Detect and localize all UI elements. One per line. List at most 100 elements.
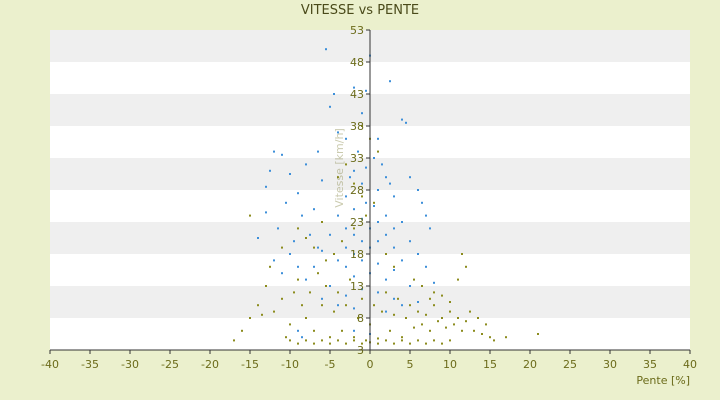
data-point-series-2 bbox=[249, 214, 251, 217]
data-point-series-2 bbox=[453, 323, 455, 326]
data-point-series-2 bbox=[337, 291, 339, 294]
data-point-series-2 bbox=[373, 201, 375, 204]
data-point-series-2 bbox=[417, 339, 419, 342]
data-point-series-2 bbox=[333, 253, 335, 255]
data-point-series-1 bbox=[401, 259, 403, 262]
data-point-series-2 bbox=[489, 336, 491, 339]
data-point-series-1 bbox=[325, 48, 327, 51]
data-point-series-2 bbox=[269, 265, 271, 268]
data-point-series-1 bbox=[353, 329, 355, 332]
data-point-series-2 bbox=[401, 339, 403, 342]
data-point-series-2 bbox=[361, 297, 363, 300]
data-point-series-1 bbox=[425, 265, 427, 268]
y-tick-label: 53 bbox=[350, 24, 364, 37]
data-point-series-2 bbox=[433, 304, 435, 307]
data-point-series-2 bbox=[449, 301, 451, 303]
data-point-series-1 bbox=[353, 169, 355, 172]
data-point-series-1 bbox=[353, 275, 355, 278]
data-point-series-2 bbox=[449, 310, 451, 313]
y-tick-label: 13 bbox=[350, 280, 364, 293]
data-point-series-2 bbox=[457, 317, 459, 319]
y-tick-label: 3 bbox=[357, 344, 364, 357]
data-point-series-1 bbox=[345, 137, 347, 140]
data-point-series-2 bbox=[317, 272, 319, 275]
y-tick-label: 38 bbox=[350, 120, 364, 133]
chart-title: VITESSE vs PENTE bbox=[301, 3, 419, 18]
data-point-series-2 bbox=[393, 342, 395, 345]
data-point-series-1 bbox=[429, 227, 431, 230]
data-point-series-2 bbox=[293, 291, 295, 294]
data-point-series-2 bbox=[449, 339, 451, 342]
data-point-series-2 bbox=[297, 227, 299, 230]
data-point-series-2 bbox=[285, 336, 287, 339]
data-point-series-1 bbox=[289, 253, 291, 255]
data-point-series-1 bbox=[385, 278, 387, 281]
data-point-series-1 bbox=[337, 304, 339, 307]
data-point-series-1 bbox=[349, 176, 351, 179]
data-point-series-1 bbox=[273, 259, 275, 262]
data-point-series-2 bbox=[465, 265, 467, 268]
data-point-series-2 bbox=[473, 329, 475, 332]
data-point-series-1 bbox=[317, 150, 319, 153]
data-point-series-1 bbox=[273, 150, 275, 153]
data-point-series-1 bbox=[353, 86, 355, 89]
data-point-series-2 bbox=[409, 304, 411, 307]
data-point-series-1 bbox=[321, 179, 323, 182]
data-point-series-2 bbox=[249, 317, 251, 319]
data-point-series-1 bbox=[433, 281, 435, 284]
data-point-series-1 bbox=[385, 310, 387, 313]
data-point-series-2 bbox=[305, 237, 307, 239]
data-point-series-1 bbox=[409, 285, 411, 287]
data-point-series-2 bbox=[465, 320, 467, 323]
y-tick-label: 8 bbox=[357, 312, 364, 325]
data-point-series-1 bbox=[377, 240, 379, 243]
data-point-series-2 bbox=[429, 297, 431, 300]
x-tick-label: -5 bbox=[325, 358, 336, 371]
data-point-series-1 bbox=[393, 246, 395, 249]
data-point-series-2 bbox=[325, 259, 327, 262]
data-point-series-2 bbox=[305, 317, 307, 319]
data-point-series-1 bbox=[365, 201, 367, 204]
data-point-series-1 bbox=[293, 240, 295, 243]
data-point-series-1 bbox=[381, 163, 383, 166]
data-point-series-1 bbox=[385, 214, 387, 217]
x-tick-label: -20 bbox=[201, 358, 219, 371]
data-point-series-2 bbox=[397, 297, 399, 300]
data-point-series-1 bbox=[401, 304, 403, 307]
x-tick-label: 0 bbox=[367, 358, 374, 371]
data-point-series-1 bbox=[285, 201, 287, 204]
data-point-series-2 bbox=[365, 339, 367, 342]
data-point-series-2 bbox=[481, 333, 483, 335]
data-point-series-2 bbox=[345, 163, 347, 166]
data-point-series-1 bbox=[425, 214, 427, 217]
data-point-series-1 bbox=[389, 182, 391, 185]
data-point-series-1 bbox=[417, 189, 419, 191]
y-tick-label: 33 bbox=[350, 152, 364, 165]
data-point-series-1 bbox=[365, 89, 367, 92]
data-point-series-1 bbox=[345, 265, 347, 268]
data-point-series-1 bbox=[309, 233, 311, 236]
data-point-series-2 bbox=[309, 291, 311, 294]
data-point-series-2 bbox=[365, 214, 367, 217]
x-tick-label: -25 bbox=[161, 358, 179, 371]
data-point-series-1 bbox=[265, 211, 267, 214]
data-point-series-1 bbox=[373, 157, 375, 159]
data-point-series-2 bbox=[441, 317, 443, 319]
data-point-series-2 bbox=[429, 329, 431, 332]
data-point-series-1 bbox=[393, 195, 395, 198]
data-point-series-1 bbox=[401, 118, 403, 121]
data-point-series-2 bbox=[361, 342, 363, 345]
data-point-series-2 bbox=[493, 339, 495, 342]
data-point-series-1 bbox=[353, 307, 355, 310]
data-point-series-2 bbox=[417, 310, 419, 313]
data-point-series-1 bbox=[361, 217, 363, 220]
data-point-series-1 bbox=[353, 233, 355, 236]
data-point-series-1 bbox=[417, 253, 419, 255]
x-tick-label: -35 bbox=[81, 358, 99, 371]
data-point-series-2 bbox=[313, 329, 315, 332]
data-point-series-1 bbox=[417, 301, 419, 303]
data-point-series-1 bbox=[389, 80, 391, 83]
data-point-series-1 bbox=[301, 214, 303, 217]
x-tick-label: 20 bbox=[523, 358, 537, 371]
